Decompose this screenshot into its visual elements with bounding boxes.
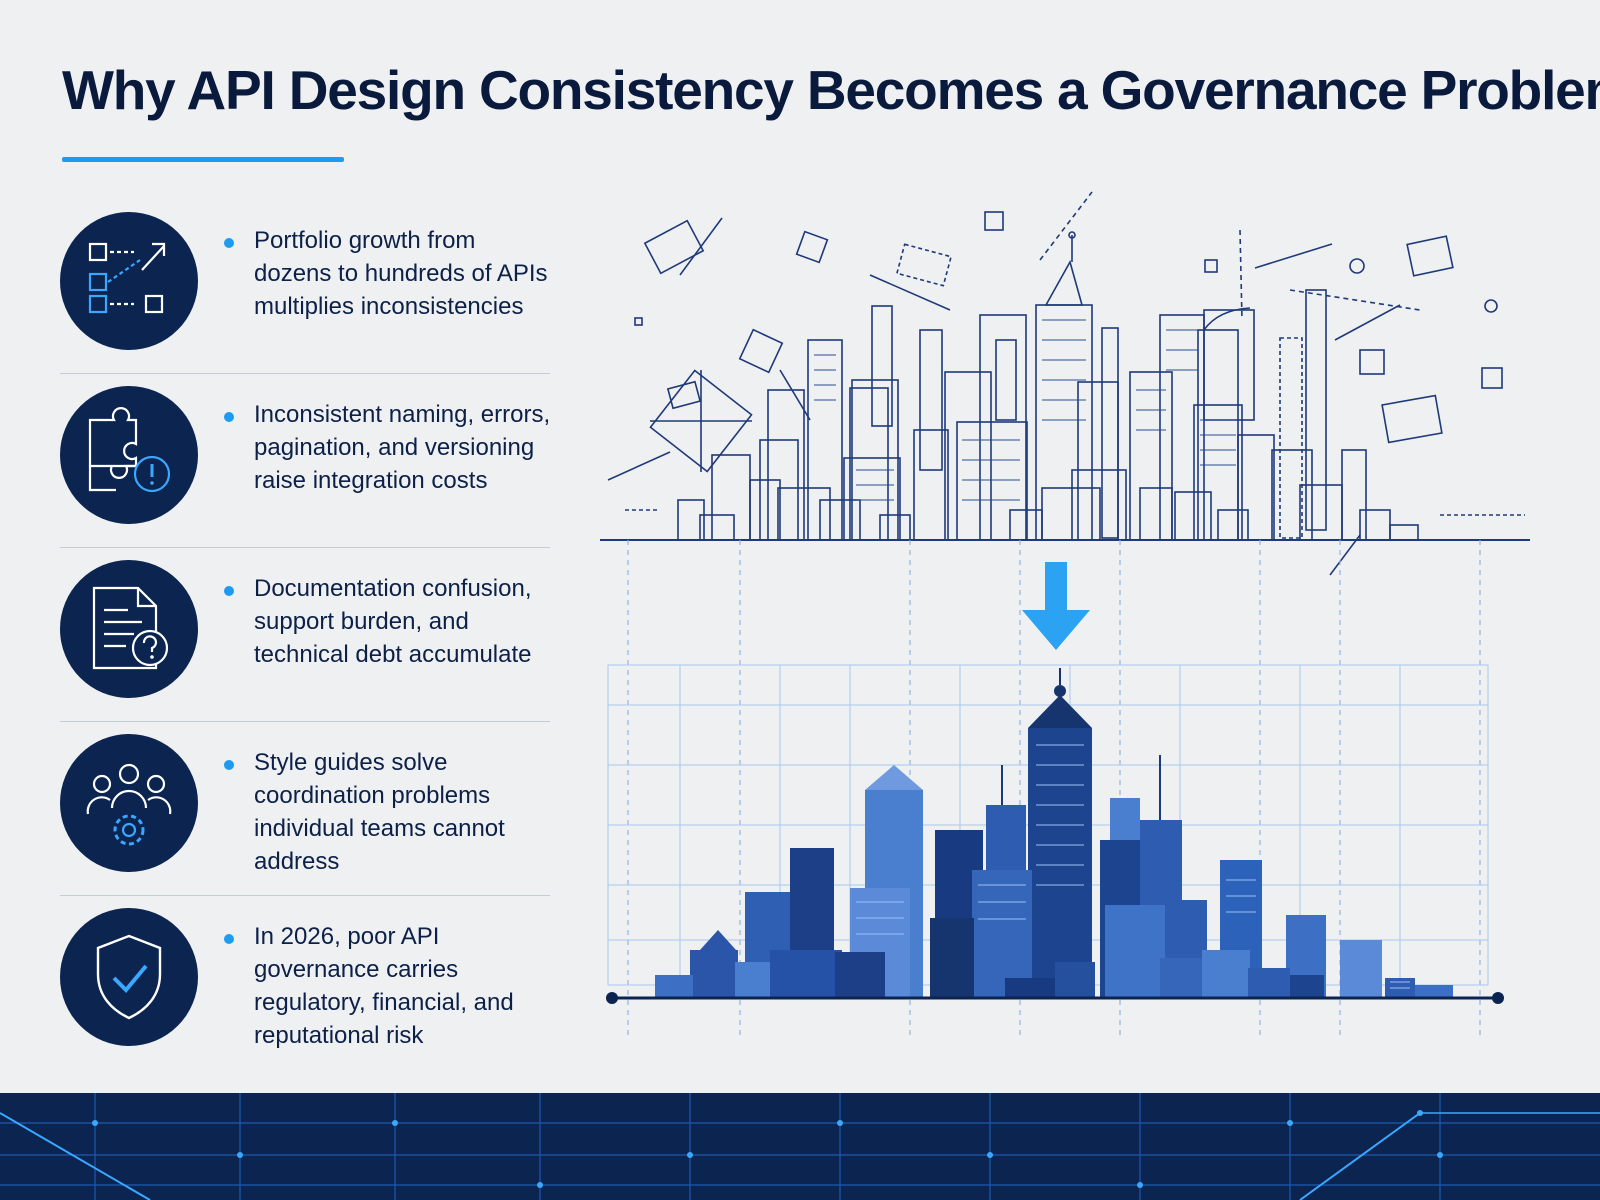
chaotic-wireframe-skyline-icon	[600, 191, 1530, 576]
skyline-illustration	[600, 180, 1560, 1040]
bullet-dot	[224, 586, 234, 596]
point-text: Style guides solve coordination problems…	[254, 749, 505, 875]
bullet-dot	[224, 412, 234, 422]
point-text: Documentation confusion, support burden,…	[254, 575, 532, 668]
title-underline	[62, 157, 344, 162]
bullet-dot	[224, 934, 234, 944]
point-text: In 2026, poor API governance carries reg…	[254, 923, 514, 1049]
page-title: Why API Design Consistency Becomes a Gov…	[62, 59, 1600, 121]
arrow-down-icon	[1022, 562, 1090, 650]
point-text: Inconsistent naming, errors, pagination,…	[254, 401, 551, 494]
list-item: Documentation confusion, support burden,…	[60, 548, 550, 722]
point-list: Portfolio growth from dozens to hundreds…	[60, 200, 550, 1070]
api-connections-icon	[60, 212, 198, 350]
bullet-dot	[224, 238, 234, 248]
shield-check-icon	[60, 908, 198, 1046]
point-text: Portfolio growth from dozens to hundreds…	[254, 227, 548, 320]
list-item: Portfolio growth from dozens to hundreds…	[60, 200, 550, 374]
list-item: Style guides solve coordination problems…	[60, 722, 550, 896]
list-item: Inconsistent naming, errors, pagination,…	[60, 374, 550, 548]
footer-circuit-band	[0, 1093, 1600, 1200]
document-question-icon	[60, 560, 198, 698]
organized-blue-skyline-icon	[606, 664, 1504, 1004]
puzzle-warning-icon	[60, 386, 198, 524]
bullet-dot	[224, 760, 234, 770]
list-item: In 2026, poor API governance carries reg…	[60, 896, 550, 1070]
team-gear-icon	[60, 734, 198, 872]
